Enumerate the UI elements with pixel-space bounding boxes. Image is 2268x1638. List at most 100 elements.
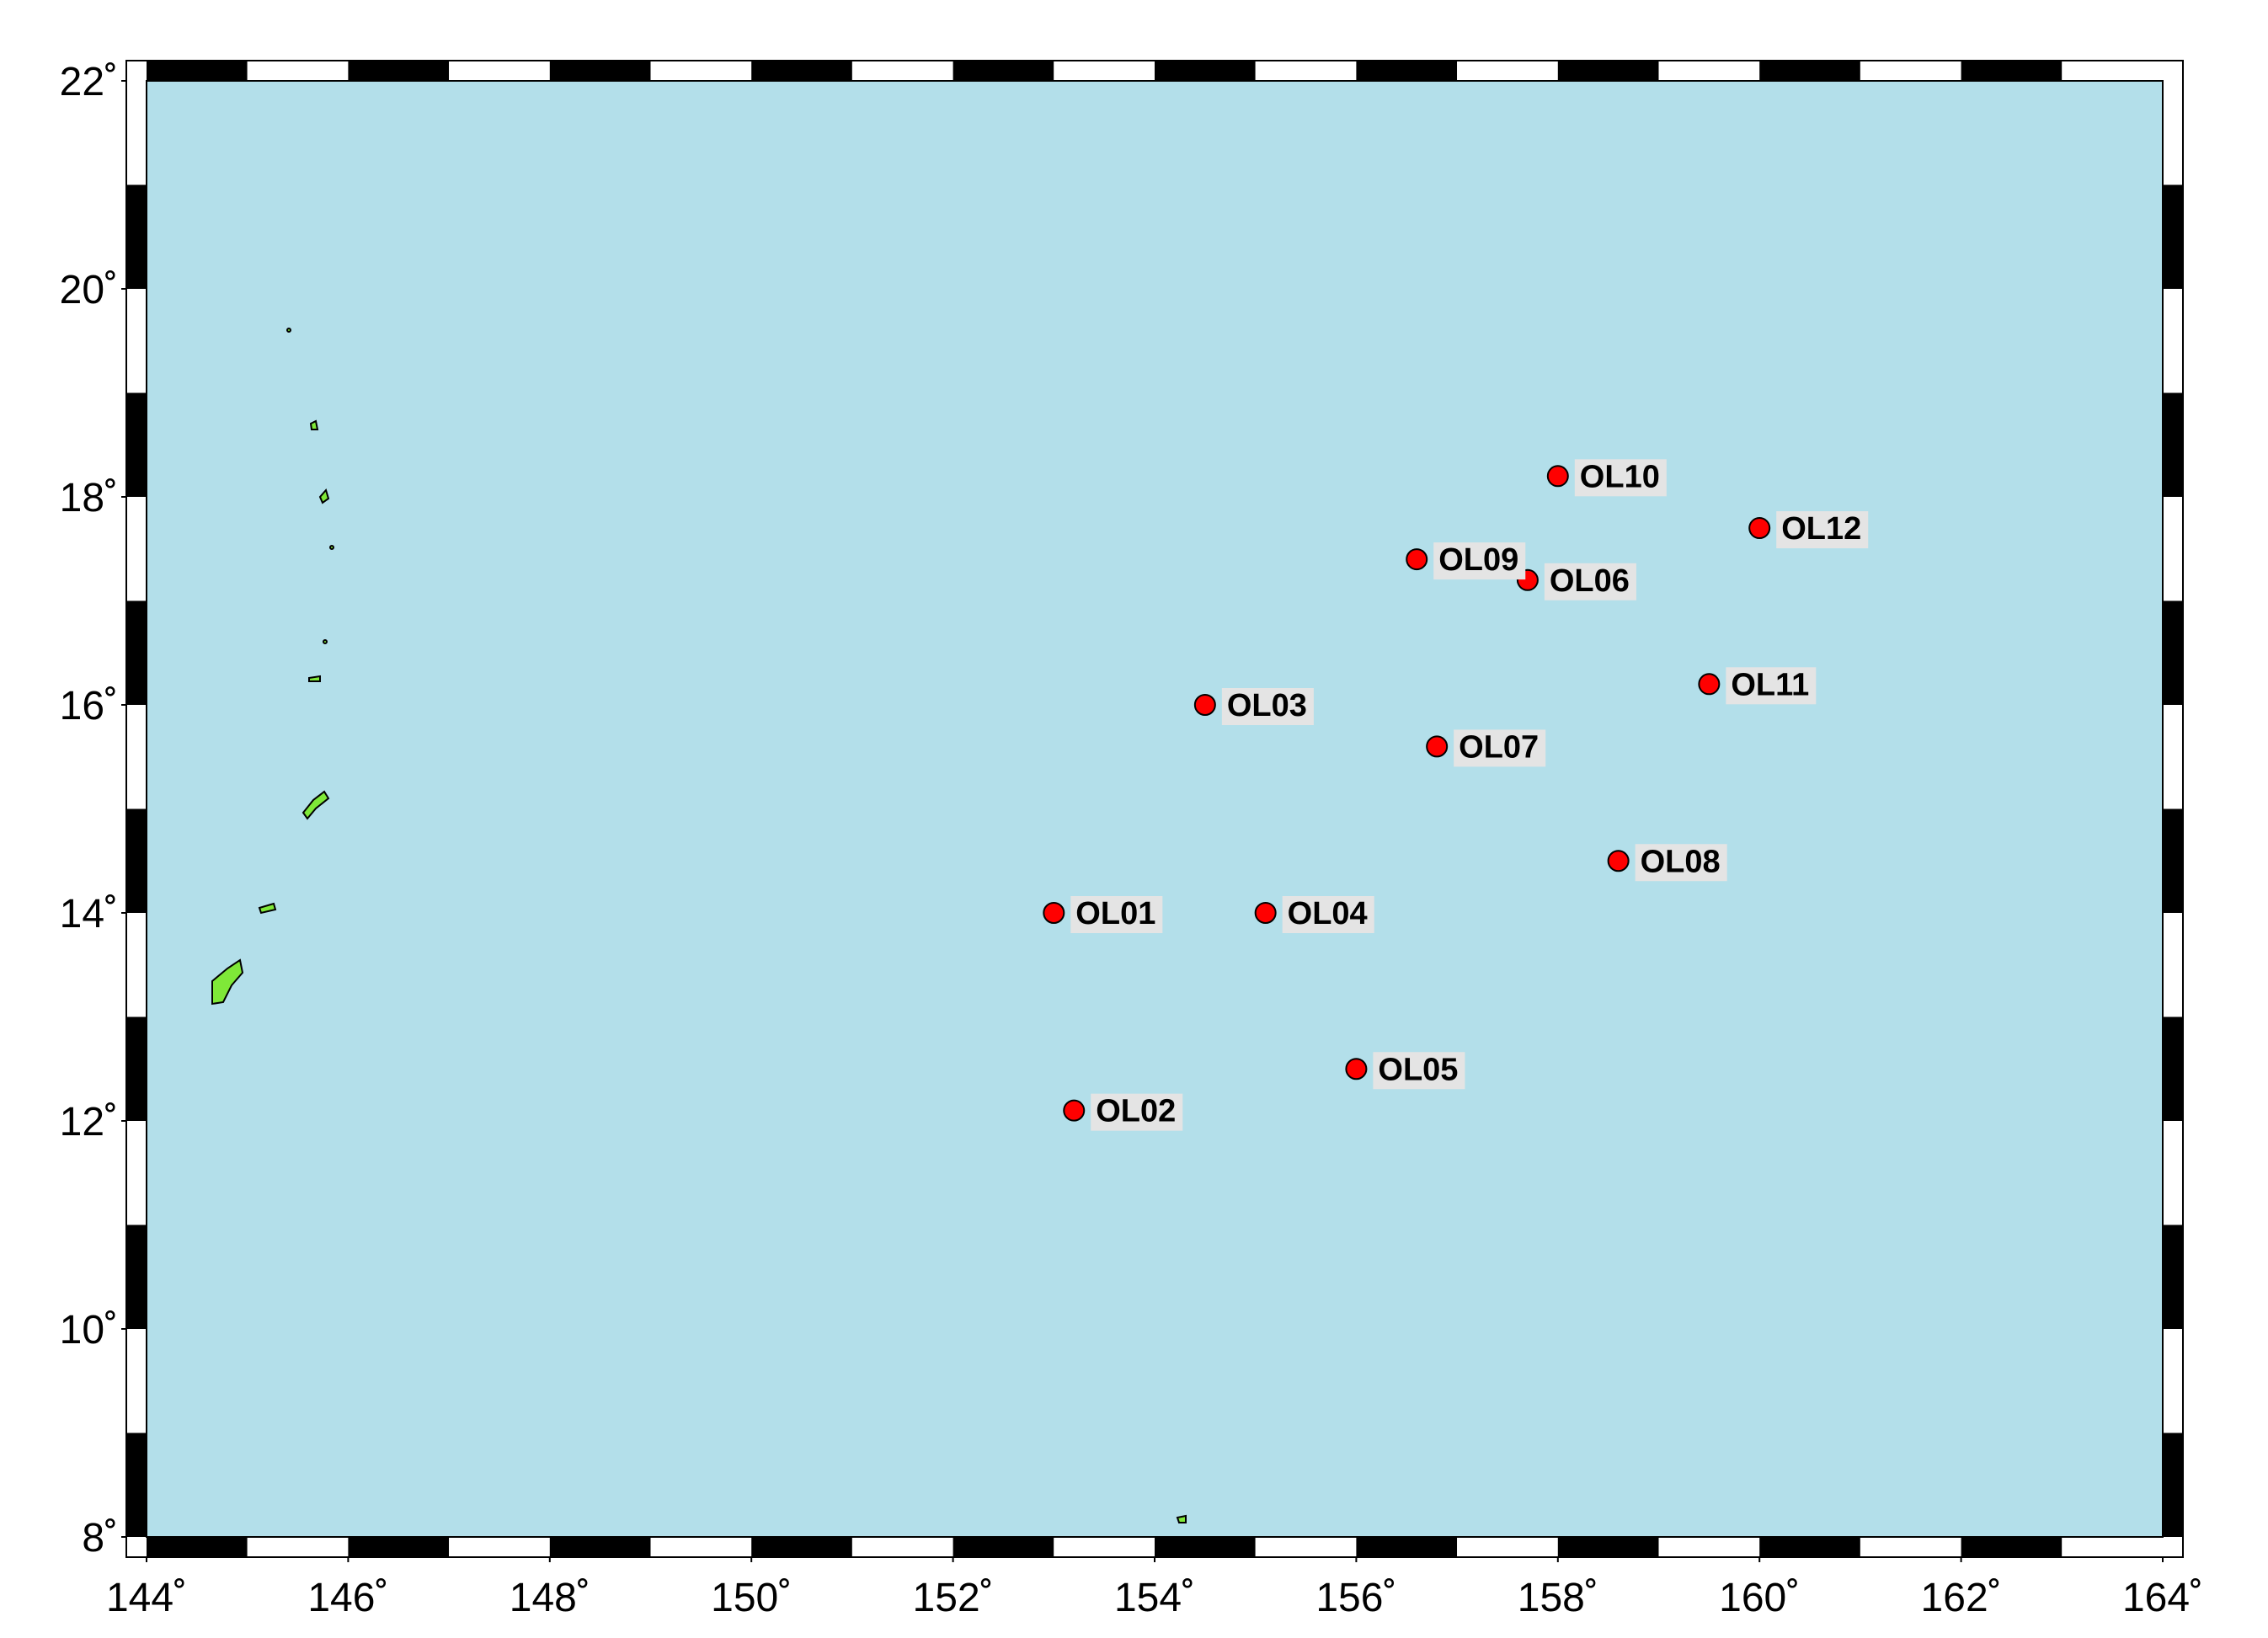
x-tick-label: 152˚ <box>913 1576 994 1620</box>
frame-segment <box>2163 600 2183 705</box>
x-tick-label: 144˚ <box>106 1576 187 1620</box>
frame-segment <box>1860 61 1961 81</box>
frame-segment <box>126 289 147 393</box>
island <box>308 675 321 682</box>
frame-segment <box>2163 1224 2183 1329</box>
frame-segment <box>126 184 147 289</box>
frame-segment <box>1356 61 1458 81</box>
x-tick-label: 150˚ <box>711 1576 792 1620</box>
station <box>1345 1058 1368 1080</box>
station <box>1193 694 1216 716</box>
frame-segment <box>126 808 147 913</box>
station-label: OL02 <box>1096 1094 1176 1129</box>
island <box>211 958 244 1006</box>
station <box>1748 517 1771 540</box>
station <box>1546 465 1569 488</box>
y-tick-label: 22˚ <box>60 60 118 104</box>
station-label: OL12 <box>1781 511 1861 547</box>
y-tick-label: 16˚ <box>60 684 118 728</box>
frame-segment <box>1155 61 1256 81</box>
station-label: OL03 <box>1227 688 1307 723</box>
frame-segment <box>751 1537 852 1557</box>
frame <box>126 61 2183 1557</box>
frame-segment <box>549 61 651 81</box>
station-label-bg <box>1454 729 1546 767</box>
islands <box>211 328 1187 1523</box>
frame-segment <box>348 1537 450 1557</box>
x-tick-label: 146˚ <box>307 1576 388 1620</box>
frame-segment <box>449 61 550 81</box>
station-label: OL11 <box>1731 667 1809 702</box>
frame-segment <box>126 705 147 809</box>
frame-segment <box>126 81 147 185</box>
station-label-bg <box>1635 844 1727 882</box>
frame-segment <box>1356 1537 1458 1557</box>
station-label: OL01 <box>1075 896 1155 931</box>
island <box>329 545 334 550</box>
island <box>323 639 328 644</box>
frame-segment <box>650 1537 752 1557</box>
frame-segment <box>1860 1537 1961 1557</box>
frame-segment <box>147 61 248 81</box>
frame-segment <box>2163 184 2183 289</box>
station-label-bg <box>1373 1052 1465 1090</box>
frame-segment <box>126 913 147 1017</box>
frame-segment <box>851 61 953 81</box>
frame-segment <box>1759 1537 1860 1557</box>
frame-segment <box>1759 61 1860 81</box>
frame-segment <box>247 61 349 81</box>
frame-segment <box>953 61 1054 81</box>
y-tick-label: 10˚ <box>60 1308 118 1353</box>
station-label: OL04 <box>1288 896 1368 931</box>
y-tick-label: 8˚ <box>82 1516 118 1561</box>
frame-segment <box>1557 61 1659 81</box>
frame-segment <box>1557 1537 1659 1557</box>
station <box>1063 1099 1086 1122</box>
island <box>302 790 330 820</box>
frame-segment <box>2163 1433 2183 1537</box>
ocean <box>147 81 2163 1537</box>
station <box>1406 548 1428 571</box>
frame-segment <box>1255 61 1357 81</box>
frame-segment <box>126 1433 147 1537</box>
station <box>1254 902 1277 924</box>
frame-segment <box>1961 61 2063 81</box>
station-label-bg <box>1726 667 1817 705</box>
frame-segment <box>2163 808 2183 913</box>
frame-segment <box>1961 1537 2063 1557</box>
frame-segment <box>650 61 752 81</box>
frame-segment <box>2163 1016 2183 1121</box>
island <box>258 902 277 915</box>
frame-segment <box>1658 1537 1760 1557</box>
frame-segment <box>126 392 147 497</box>
x-tick-label: 148˚ <box>510 1576 590 1620</box>
station-label: OL09 <box>1438 542 1518 578</box>
frame-segment <box>1457 61 1558 81</box>
x-tick-label: 154˚ <box>1114 1576 1195 1620</box>
frame-segment <box>247 1537 349 1557</box>
frame-segment <box>1054 1537 1155 1557</box>
island <box>286 328 291 333</box>
station-label-bg <box>1091 1093 1183 1131</box>
frame-segment <box>147 1537 248 1557</box>
x-tick-label: 164˚ <box>2122 1576 2203 1620</box>
frame-segment <box>449 1537 550 1557</box>
station-label-bg <box>1433 542 1526 580</box>
station-label-bg <box>1574 459 1667 497</box>
station-label-bg <box>1221 688 1314 725</box>
frame-segment <box>348 61 450 81</box>
frame-segment <box>2163 81 2183 185</box>
island <box>1176 1514 1187 1523</box>
frame-segment <box>126 1329 147 1433</box>
frame-segment <box>1457 1537 1558 1557</box>
station <box>1043 902 1065 924</box>
frame-segment <box>2163 392 2183 497</box>
x-tick-label: 160˚ <box>1719 1576 1800 1620</box>
frame-segment <box>2163 289 2183 393</box>
station <box>1698 673 1721 696</box>
frame-segment <box>1255 1537 1357 1557</box>
frame-segment <box>126 1121 147 1225</box>
frame-segment <box>2163 705 2183 809</box>
x-tick-label: 156˚ <box>1315 1576 1396 1620</box>
